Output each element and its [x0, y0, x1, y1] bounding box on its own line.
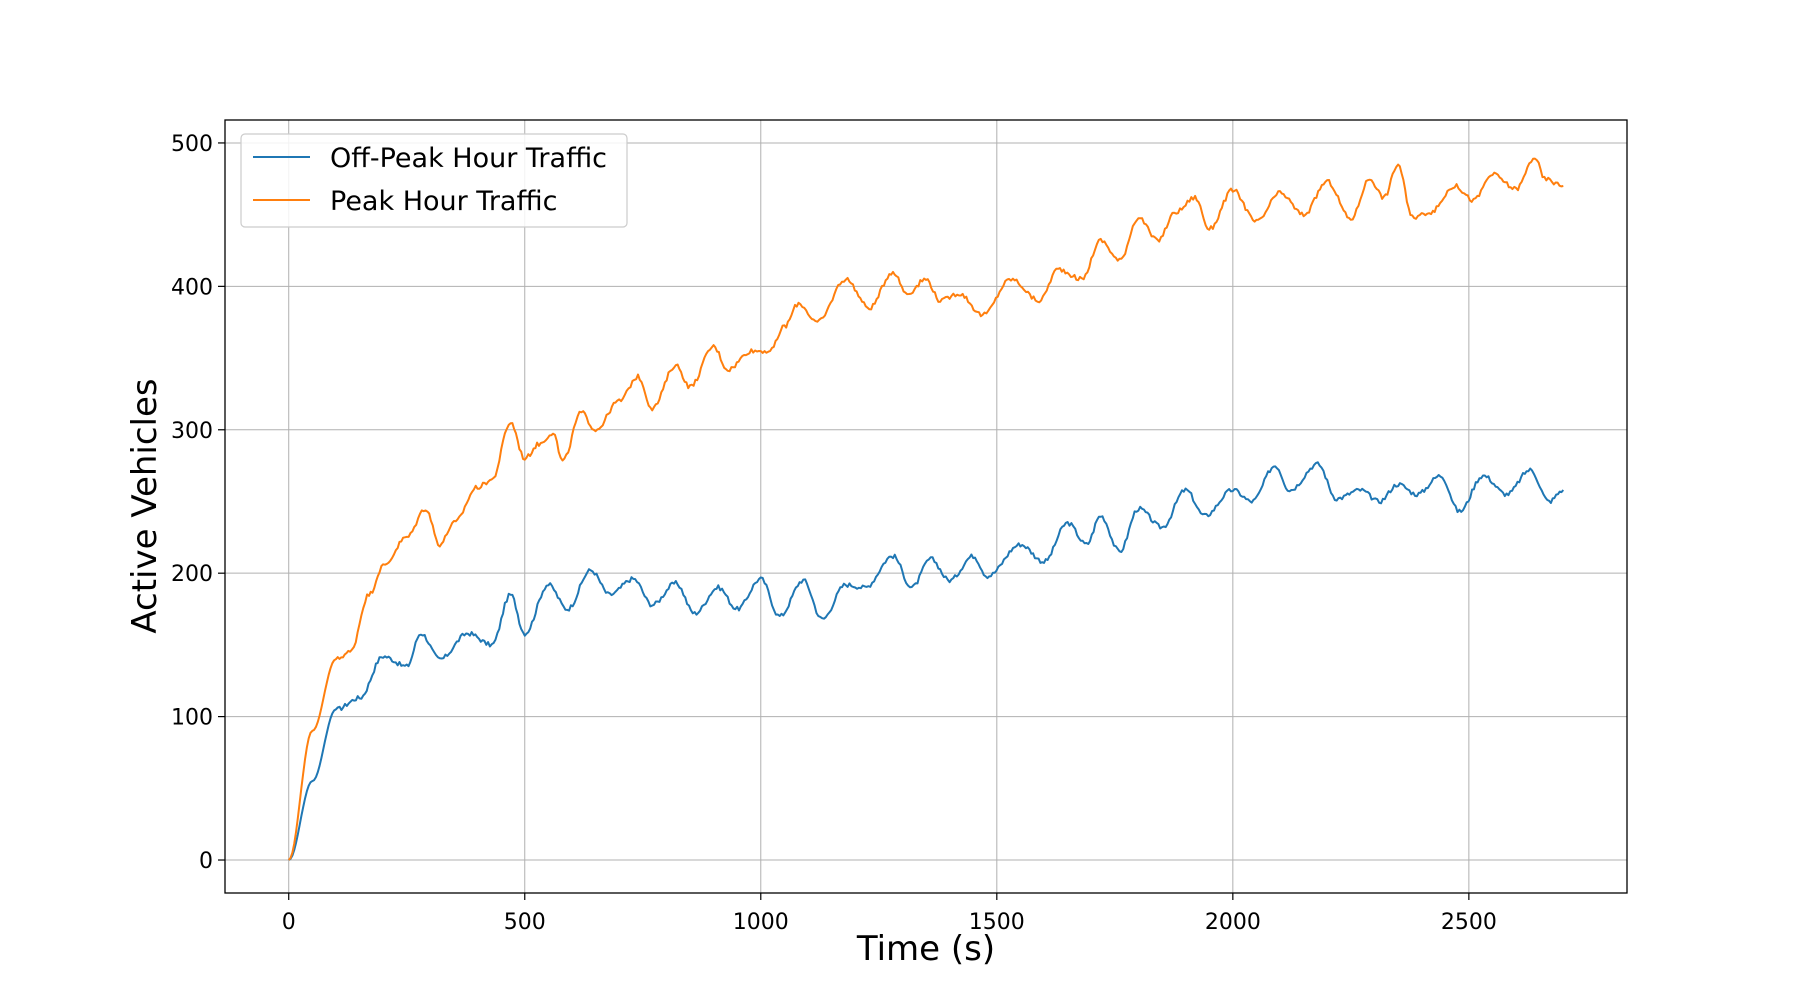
y-tick-label: 300 [171, 419, 213, 444]
x-tick-label: 500 [504, 910, 546, 935]
x-tick-label: 1000 [733, 910, 789, 935]
plot-area [225, 120, 1627, 893]
x-tick-label: 2500 [1441, 910, 1497, 935]
series-line-peak [287, 157, 1564, 861]
x-tick-label: 1500 [969, 910, 1025, 935]
y-tick-label: 100 [171, 706, 213, 731]
x-axis-label: Time (s) [856, 929, 995, 969]
legend-label: Peak Hour Traffic [330, 186, 557, 217]
y-tick-label: 200 [171, 562, 213, 587]
y-axis-label: Active Vehicles [125, 378, 165, 633]
legend-label: Off-Peak Hour Traffic [330, 143, 607, 174]
series-layer [287, 157, 1565, 861]
series-line-off-peak [288, 461, 1565, 861]
x-tick-label: 0 [282, 910, 296, 935]
axis-ticks: 0 500 1000 1500 2000 2500 0 100 200 300 400 500 [171, 132, 1497, 935]
grid-lines [225, 120, 1627, 893]
legend-box [240, 133, 628, 228]
y-tick-label: 500 [171, 132, 213, 157]
x-tick-label: 2000 [1205, 910, 1261, 935]
y-tick-label: 0 [199, 849, 213, 874]
y-tick-label: 400 [171, 275, 213, 300]
legend: Off-Peak Hour Traffic Peak Hour Traffic [240, 133, 628, 228]
plot-frame [224, 119, 1628, 894]
